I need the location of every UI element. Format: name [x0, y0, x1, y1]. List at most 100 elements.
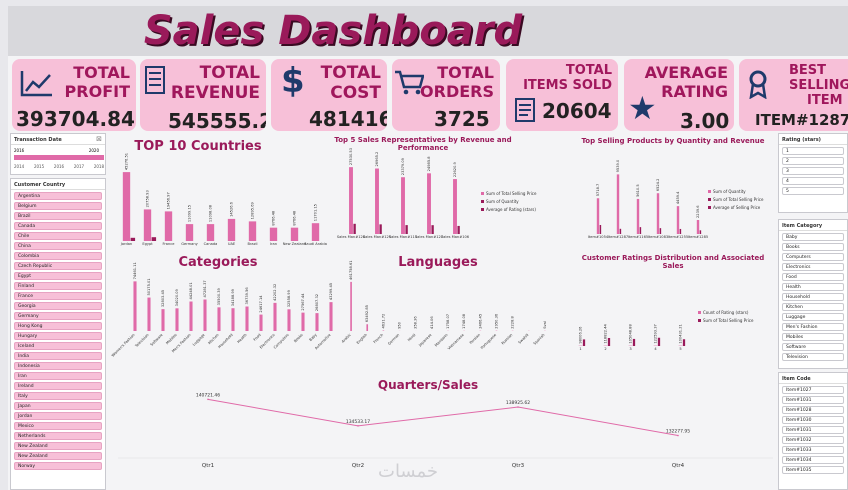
tick-label: Iran — [270, 242, 277, 246]
bar — [189, 301, 193, 331]
timeline-slicer[interactable]: Transaction Date ⊠ 2016 2020 2014 2015 201… — [10, 133, 106, 175]
star-icon: ★ — [628, 89, 657, 127]
tick-label: Mandarin — [434, 333, 449, 348]
cart-icon — [395, 70, 424, 95]
slicer-item[interactable]: Japan — [14, 401, 102, 410]
slicer-item[interactable]: Item#1033 — [782, 445, 844, 454]
data-label: 44248.01 — [189, 282, 193, 299]
slicer-item[interactable]: Books — [782, 242, 844, 251]
slicer-item[interactable]: 1 — [782, 146, 844, 155]
slicer-item[interactable]: 4 — [782, 176, 844, 185]
slicer-item[interactable]: Item#1030 — [782, 415, 844, 424]
tick-label: Saudi Arabia — [304, 242, 327, 246]
bar — [122, 172, 131, 241]
slicer-item[interactable]: Norway — [14, 461, 102, 470]
kpi-value: 20604 — [542, 99, 612, 123]
data-label: 138925.62 — [506, 400, 530, 406]
slicer-item[interactable]: New Zealand — [14, 441, 102, 450]
slicer-item[interactable]: Jordan — [14, 411, 102, 420]
slicer-item[interactable]: Television — [782, 352, 844, 361]
timeline-range-start: 2016 — [14, 148, 25, 153]
slicer-item[interactable]: Electronics — [782, 262, 844, 271]
data-label: 98006.26 — [579, 326, 583, 344]
slicer-item[interactable]: Hong Kong — [14, 321, 102, 330]
slicer-item[interactable]: Item#1031 — [782, 425, 844, 434]
slicer-item[interactable]: Food — [782, 272, 844, 281]
bar — [175, 308, 179, 331]
slicer-item[interactable]: Colombia — [14, 251, 102, 260]
category-list: Baby Books Computers Electronics Food Health H… — [779, 232, 847, 361]
item-code-slicer[interactable]: Item Code Item#1027 Item#1031 Item#1028 Ite… — [778, 372, 848, 490]
slicer-item[interactable]: Software — [782, 342, 844, 351]
slicer-item[interactable]: 5 — [782, 186, 844, 195]
tick-label: Sales Man#125 — [363, 235, 391, 239]
slicer-item[interactable]: Item#1031 — [782, 395, 844, 404]
slicer-item[interactable]: Item#1027 — [782, 385, 844, 394]
timeline-bar[interactable] — [14, 155, 104, 160]
slicer-item[interactable]: 3 — [782, 166, 844, 175]
tick-label: Software — [150, 332, 165, 347]
slicer-item[interactable]: Men's Fashion — [782, 322, 844, 331]
bar — [431, 225, 434, 234]
tick-label: Item#1054 — [588, 235, 609, 239]
clear-filter-icon[interactable]: ⊠ — [96, 135, 102, 143]
slicer-item[interactable]: Italy — [14, 391, 102, 400]
legend-swatch — [708, 206, 711, 209]
slicer-item[interactable]: Finland — [14, 281, 102, 290]
slicer-item[interactable]: Item#1034 — [782, 455, 844, 464]
data-label: 22620.9 — [453, 161, 457, 177]
slicer-item[interactable]: Egypt — [14, 271, 102, 280]
slicer-item[interactable]: Chile — [14, 231, 102, 240]
slicer-item[interactable]: Brazil — [14, 211, 102, 220]
slicer-item[interactable]: 2 — [782, 156, 844, 165]
slicer-item[interactable]: India — [14, 351, 102, 360]
slicer-item[interactable]: Mexico — [14, 421, 102, 430]
slicer-item[interactable]: Netherlands — [14, 431, 102, 440]
slicer-item[interactable]: Luggage — [782, 312, 844, 321]
data-label: 105048.88 — [629, 324, 633, 344]
data-label: 5718.7 — [596, 184, 600, 197]
legend-swatch — [481, 192, 484, 195]
slicer-item[interactable]: Baby — [782, 232, 844, 241]
data-label: 8766.48 — [293, 210, 297, 226]
bar — [315, 313, 319, 331]
legend-label: Count of Rating (stars) — [703, 310, 749, 315]
slicer-item[interactable]: Computers — [782, 252, 844, 261]
legend-swatch — [481, 200, 484, 203]
data-label: 6524.2 — [656, 179, 660, 192]
slicer-item[interactable]: Item#1028 — [782, 405, 844, 414]
data-label: 5610.5 — [636, 184, 640, 197]
item-category-slicer[interactable]: Item Category Baby Books Computers Electron… — [778, 219, 848, 369]
slicer-item[interactable]: Hungary — [14, 331, 102, 340]
tick-label: Spanish — [533, 333, 546, 346]
data-label: 132277.95 — [666, 429, 690, 435]
slicer-item[interactable]: Kitchen — [782, 302, 844, 311]
slicer-item[interactable]: Iceland — [14, 341, 102, 350]
slicer-title: Item Code — [779, 373, 847, 384]
slicer-item[interactable]: Germany — [14, 311, 102, 320]
customer-country-slicer[interactable]: Customer Country Argentina Belgium Brazil C… — [10, 178, 106, 490]
slicer-item[interactable]: Belgium — [14, 201, 102, 210]
slicer-item[interactable]: New Zealand — [14, 451, 102, 460]
slicer-item[interactable]: Iran — [14, 371, 102, 380]
slicer-item[interactable]: France — [14, 291, 102, 300]
tick-label: Baby — [308, 332, 318, 342]
tick-label: Brazil — [247, 242, 257, 246]
slicer-item[interactable]: China — [14, 241, 102, 250]
slicer-item[interactable]: Indonesia — [14, 361, 102, 370]
slicer-item[interactable]: Czech Republic — [14, 261, 102, 270]
slicer-item[interactable]: Health — [782, 282, 844, 291]
slicer-item[interactable]: Item#1035 — [782, 465, 844, 474]
slicer-item[interactable]: Canada — [14, 221, 102, 230]
slicer-title: Rating (stars) — [779, 134, 847, 145]
slicer-item[interactable]: Item#1032 — [782, 435, 844, 444]
bar — [273, 302, 277, 331]
slicer-item[interactable]: Argentina — [14, 191, 102, 200]
bar — [401, 177, 405, 234]
bar — [290, 227, 299, 241]
slicer-item[interactable]: Georgia — [14, 301, 102, 310]
slicer-item[interactable]: Household — [782, 292, 844, 301]
slicer-item[interactable]: Mobiles — [782, 332, 844, 341]
slicer-item[interactable]: Ireland — [14, 381, 102, 390]
